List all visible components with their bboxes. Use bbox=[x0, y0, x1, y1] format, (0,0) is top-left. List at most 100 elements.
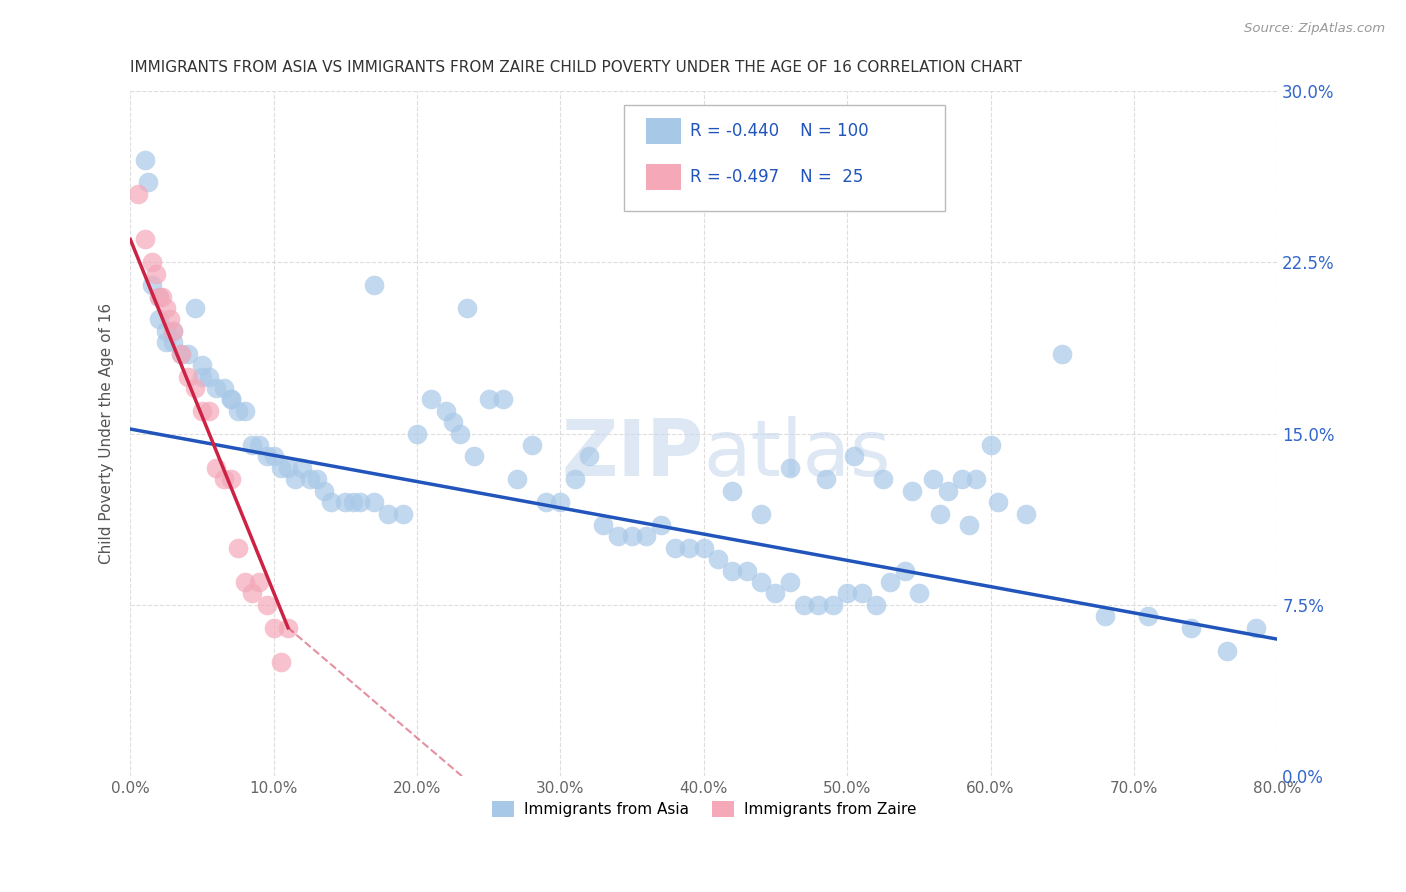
Point bbox=[1094, 609, 1116, 624]
Point bbox=[621, 529, 644, 543]
Text: ZIP: ZIP bbox=[561, 417, 704, 492]
Point bbox=[277, 461, 299, 475]
Bar bbox=[647, 119, 681, 145]
Point bbox=[908, 586, 931, 600]
Point bbox=[212, 472, 235, 486]
Point bbox=[434, 404, 457, 418]
Point bbox=[1216, 643, 1239, 657]
Point bbox=[159, 312, 181, 326]
Point bbox=[807, 598, 830, 612]
Point bbox=[169, 346, 191, 360]
Point bbox=[664, 541, 686, 555]
Point bbox=[141, 278, 163, 293]
Point bbox=[821, 598, 844, 612]
Point bbox=[212, 381, 235, 395]
Point bbox=[127, 186, 149, 201]
Point bbox=[141, 255, 163, 269]
Point bbox=[136, 175, 159, 189]
Point bbox=[900, 483, 922, 498]
Point bbox=[191, 358, 214, 372]
Point bbox=[277, 621, 299, 635]
Point bbox=[936, 483, 959, 498]
Point bbox=[219, 392, 242, 407]
Point bbox=[145, 267, 167, 281]
Text: R = -0.440    N = 100: R = -0.440 N = 100 bbox=[690, 122, 869, 140]
Point bbox=[1137, 609, 1160, 624]
Point bbox=[420, 392, 443, 407]
Point bbox=[749, 507, 772, 521]
Point bbox=[148, 289, 170, 303]
Point bbox=[291, 461, 314, 475]
Point bbox=[449, 426, 471, 441]
Point bbox=[363, 495, 385, 509]
Point bbox=[184, 301, 207, 315]
Point bbox=[155, 335, 177, 350]
Point bbox=[950, 472, 973, 486]
Point bbox=[872, 472, 894, 486]
Point bbox=[155, 324, 177, 338]
Point bbox=[191, 404, 214, 418]
Point bbox=[636, 529, 658, 543]
Point bbox=[957, 518, 980, 533]
Point bbox=[550, 495, 572, 509]
Point bbox=[233, 575, 256, 590]
Point bbox=[312, 483, 335, 498]
Point bbox=[363, 278, 385, 293]
Point bbox=[456, 301, 478, 315]
Point bbox=[987, 495, 1010, 509]
Point bbox=[735, 564, 758, 578]
Point bbox=[844, 450, 866, 464]
Point bbox=[478, 392, 501, 407]
Point bbox=[837, 586, 859, 600]
Point bbox=[1244, 621, 1267, 635]
Point bbox=[240, 438, 263, 452]
Point bbox=[693, 541, 716, 555]
Point bbox=[319, 495, 342, 509]
Point bbox=[779, 575, 801, 590]
Point bbox=[342, 495, 364, 509]
Point bbox=[298, 472, 321, 486]
Point bbox=[851, 586, 873, 600]
Point bbox=[893, 564, 915, 578]
Text: R = -0.497    N =  25: R = -0.497 N = 25 bbox=[690, 168, 863, 186]
Point bbox=[219, 472, 242, 486]
Point bbox=[155, 301, 177, 315]
Point bbox=[520, 438, 543, 452]
Point bbox=[233, 404, 256, 418]
Point bbox=[349, 495, 371, 509]
Point bbox=[247, 575, 270, 590]
Point bbox=[256, 598, 278, 612]
Point bbox=[256, 450, 278, 464]
Point bbox=[406, 426, 429, 441]
Point bbox=[749, 575, 772, 590]
Point bbox=[162, 324, 184, 338]
Text: atlas: atlas bbox=[704, 417, 891, 492]
Point bbox=[441, 415, 464, 429]
Point bbox=[678, 541, 700, 555]
Point bbox=[922, 472, 945, 486]
Point bbox=[176, 346, 198, 360]
Point bbox=[865, 598, 887, 612]
Text: IMMIGRANTS FROM ASIA VS IMMIGRANTS FROM ZAIRE CHILD POVERTY UNDER THE AGE OF 16 : IMMIGRANTS FROM ASIA VS IMMIGRANTS FROM … bbox=[131, 60, 1022, 75]
Point bbox=[169, 346, 191, 360]
Point bbox=[226, 541, 249, 555]
Point bbox=[305, 472, 328, 486]
Point bbox=[148, 289, 170, 303]
Point bbox=[606, 529, 628, 543]
Point bbox=[134, 153, 156, 167]
Point bbox=[765, 586, 787, 600]
Text: Source: ZipAtlas.com: Source: ZipAtlas.com bbox=[1244, 22, 1385, 36]
Legend: Immigrants from Asia, Immigrants from Zaire: Immigrants from Asia, Immigrants from Za… bbox=[485, 795, 922, 823]
Point bbox=[721, 483, 744, 498]
Point bbox=[176, 369, 198, 384]
Point bbox=[1180, 621, 1202, 635]
Point bbox=[391, 507, 413, 521]
Point bbox=[284, 472, 307, 486]
Point bbox=[198, 369, 221, 384]
Point bbox=[150, 289, 173, 303]
Point bbox=[205, 461, 228, 475]
Bar bbox=[647, 164, 681, 190]
Point bbox=[707, 552, 730, 566]
Point bbox=[779, 461, 801, 475]
Point bbox=[162, 324, 184, 338]
